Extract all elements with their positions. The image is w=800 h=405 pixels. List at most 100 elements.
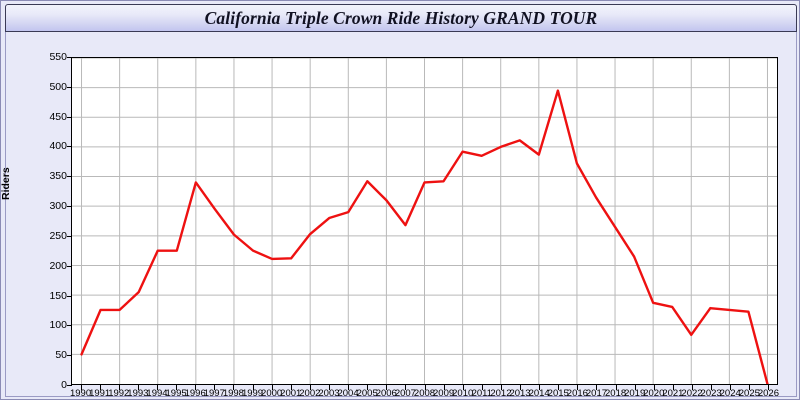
- x-tick-label: 1992: [108, 388, 130, 399]
- x-tick-label: 2026: [757, 388, 779, 399]
- x-tick-mark: [424, 385, 426, 390]
- y-tick-mark: [67, 355, 72, 357]
- x-tick-mark: [749, 385, 751, 390]
- x-tick-label: 2000: [261, 388, 283, 399]
- x-tick-mark: [596, 385, 598, 390]
- x-tick-mark: [577, 385, 579, 390]
- x-tick-label: 2019: [624, 388, 646, 399]
- x-tick-mark: [653, 385, 655, 390]
- x-tick-mark: [634, 385, 636, 390]
- x-tick-label: 2007: [394, 388, 416, 399]
- y-tick-mark: [67, 206, 72, 208]
- x-tick-label: 2014: [528, 388, 550, 399]
- x-tick-mark: [730, 385, 732, 390]
- x-tick-mark: [768, 385, 770, 390]
- x-tick-label: 2022: [681, 388, 703, 399]
- y-tick-label: 500: [49, 80, 67, 93]
- grid-lines: [72, 58, 777, 384]
- y-tick-label: 150: [49, 289, 67, 302]
- x-tick-mark: [405, 385, 407, 390]
- x-tick-label: 1994: [146, 388, 168, 399]
- x-tick-mark: [443, 385, 445, 390]
- page-title: California Triple Crown Ride History GRA…: [204, 7, 598, 28]
- x-tick-mark: [176, 385, 178, 390]
- x-tick-label: 1993: [127, 388, 149, 399]
- y-tick-label: 250: [49, 229, 67, 242]
- x-tick-label: 2012: [490, 388, 512, 399]
- x-tick-mark: [271, 385, 273, 390]
- x-tick-label: 2013: [509, 388, 531, 399]
- x-tick-label: 2010: [452, 388, 474, 399]
- riders-line-series: [72, 58, 777, 384]
- x-tick-mark: [558, 385, 560, 390]
- x-tick-mark: [462, 385, 464, 390]
- x-axis-tick-labels: 1990 1991 1992 1993 1994 1995 1996 1997 1998 1999…: [70, 388, 779, 405]
- y-tick-mark: [67, 86, 72, 88]
- y-tick-label: 200: [49, 259, 67, 272]
- x-tick-mark: [80, 385, 82, 390]
- x-tick-label: 2008: [413, 388, 436, 399]
- y-tick-label: 0: [61, 379, 67, 391]
- x-tick-mark: [156, 385, 158, 390]
- y-tick-mark: [67, 116, 72, 118]
- x-tick-label: 2005: [356, 388, 378, 399]
- x-tick-label: 2024: [719, 388, 741, 399]
- x-tick-label: 2025: [738, 388, 760, 399]
- x-tick-mark: [615, 385, 617, 390]
- x-tick-mark: [500, 385, 502, 390]
- chart-frame: Riders 0 50 100 150 200 250 300 350 400 450 500 550…: [0, 32, 797, 398]
- x-tick-label: 2015: [547, 388, 569, 399]
- x-tick-mark: [195, 385, 197, 390]
- x-tick-label: 1995: [165, 388, 187, 399]
- x-tick-mark: [692, 385, 693, 390]
- y-axis-title: Riders: [0, 167, 12, 200]
- y-tick-label: 550: [49, 51, 67, 63]
- x-tick-mark: [481, 385, 483, 390]
- y-tick-mark: [67, 295, 72, 297]
- y-tick-mark: [67, 325, 72, 327]
- x-tick-mark: [290, 385, 292, 390]
- x-tick-label: 1997: [203, 388, 225, 399]
- y-tick-mark: [67, 235, 72, 237]
- x-tick-mark: [118, 385, 120, 390]
- x-tick-label: 2020: [643, 388, 665, 399]
- x-tick-label: 2006: [375, 388, 397, 399]
- y-tick-mark: [67, 176, 72, 178]
- y-tick-label: 100: [49, 319, 67, 332]
- x-tick-label: 1991: [89, 388, 111, 399]
- y-tick-label: 400: [49, 140, 67, 153]
- y-tick-mark: [67, 146, 72, 148]
- y-tick-mark: [67, 265, 72, 267]
- x-tick-mark: [309, 385, 311, 390]
- y-tick-label: 50: [55, 349, 67, 362]
- plot-area: [71, 57, 778, 385]
- y-tick-label: 450: [49, 110, 67, 123]
- x-tick-mark: [711, 385, 713, 390]
- x-tick-label: 2004: [337, 388, 359, 399]
- x-tick-mark: [348, 385, 350, 390]
- y-axis-tick-labels: 0 50 100 150 200 250 300 350 400 450 500 550: [29, 52, 67, 390]
- x-tick-mark: [233, 385, 235, 390]
- x-tick-label: 2016: [566, 388, 588, 399]
- x-tick-label: 2021: [662, 388, 684, 399]
- x-tick-mark: [672, 385, 674, 390]
- x-tick-mark: [520, 385, 522, 390]
- x-tick-label: 2003: [318, 388, 340, 399]
- x-tick-mark: [214, 385, 216, 390]
- x-tick-mark: [386, 385, 388, 390]
- window-title-bar: California Triple Crown Ride History GRA…: [5, 4, 797, 32]
- x-tick-mark: [99, 385, 101, 390]
- x-tick-label: 1998: [222, 388, 244, 399]
- x-tick-label: 1999: [241, 388, 264, 399]
- x-tick-mark: [137, 385, 139, 390]
- x-tick-label: 2023: [700, 388, 722, 399]
- y-tick-label: 350: [49, 170, 67, 183]
- x-tick-mark: [539, 385, 541, 390]
- y-tick-mark: [67, 385, 72, 386]
- x-tick-mark: [328, 385, 330, 390]
- x-tick-label: 2018: [605, 388, 627, 399]
- x-tick-mark: [367, 385, 369, 390]
- y-tick-mark: [67, 57, 72, 58]
- x-tick-label: 2001: [280, 388, 302, 399]
